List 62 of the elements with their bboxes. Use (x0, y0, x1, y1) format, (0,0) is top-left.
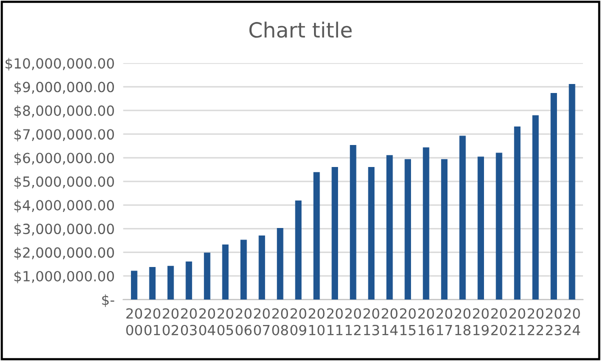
x-tick-label: 2007 (254, 308, 270, 336)
bar (514, 126, 520, 300)
x-tick-label: 2000 (126, 308, 142, 336)
x-tick-label: 2006 (236, 308, 252, 336)
bar (422, 147, 430, 300)
bar (404, 159, 412, 300)
bar (459, 136, 466, 300)
y-tick-label: $1,000,000.00 (14, 270, 114, 284)
x-tick-label: 2002 (162, 308, 179, 336)
bar (386, 155, 393, 300)
x-tick-label: 2005 (217, 308, 234, 336)
bar (441, 159, 448, 300)
bar (186, 262, 192, 300)
x-tick-label: 2014 (382, 308, 398, 336)
x-tick-label: 2021 (509, 308, 526, 336)
y-tick-label: $- (102, 294, 114, 307)
x-tick-label: 2016 (418, 308, 434, 336)
y-tick-label: $10,000,000.00 (6, 58, 114, 70)
x-tick-label: 2020 (491, 308, 507, 336)
bar (478, 156, 484, 300)
y-tick-label: $3,000,000.00 (14, 223, 114, 236)
bar (568, 84, 576, 300)
y-tick-label: $8,000,000.00 (14, 105, 114, 118)
x-tick-label: 2003 (180, 308, 197, 336)
bar (130, 270, 138, 300)
x-tick-label: 2023 (546, 308, 562, 336)
bar (276, 228, 284, 300)
bar (167, 266, 174, 300)
x-tick-label: 2013 (364, 308, 380, 336)
y-tick-label: $9,000,000.00 (14, 82, 114, 94)
bar (313, 172, 320, 300)
bar (204, 252, 210, 300)
x-tick-label: 2004 (199, 308, 216, 336)
bar (350, 144, 356, 300)
bar (368, 166, 375, 300)
chart-title: Chart title (249, 22, 352, 38)
y-tick-label: $4,000,000.00 (14, 200, 114, 212)
x-tick-label: 2018 (454, 308, 470, 336)
bar (258, 236, 266, 300)
bar (295, 200, 302, 300)
x-tick-label: 2012 (345, 308, 361, 336)
x-tick-label: 2009 (290, 308, 306, 336)
x-tick-label: 2011 (327, 308, 343, 336)
y-tick-label: $7,000,000.00 (14, 128, 114, 142)
x-tick-label: 2008 (272, 308, 288, 336)
x-tick-label: 2022 (528, 308, 544, 336)
x-tick-label: 2024 (564, 308, 580, 336)
y-tick-label: $5,000,000.00 (14, 176, 114, 189)
x-tick-label: 2001 (144, 308, 160, 336)
bar (332, 166, 338, 300)
y-tick-label: $2,000,000.00 (14, 247, 114, 260)
x-tick-label: 2017 (436, 308, 452, 336)
bar (240, 240, 247, 300)
x-tick-label: 2010 (308, 308, 325, 336)
x-tick-label: 2015 (400, 308, 416, 336)
bar (149, 267, 156, 300)
bar (550, 92, 557, 300)
bar (496, 152, 502, 300)
y-tick-label: $6,000,000.00 (14, 152, 114, 166)
bar (532, 115, 539, 300)
bar (222, 244, 229, 300)
x-tick-label: 2019 (472, 308, 489, 336)
